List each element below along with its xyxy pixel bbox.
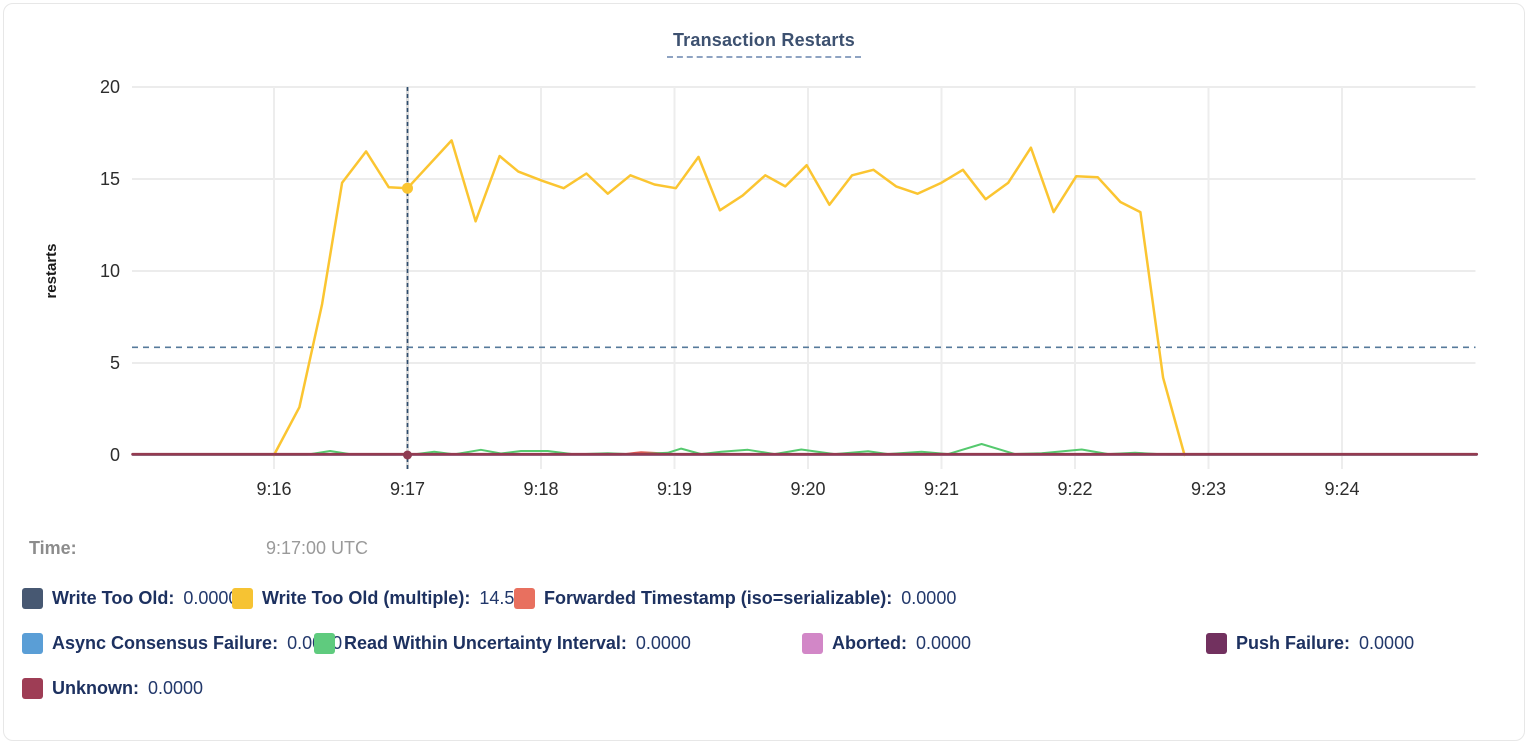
crosshair-marker-write-too-old-multiple- bbox=[402, 182, 413, 194]
x-tick-label: 9:22 bbox=[1057, 479, 1092, 499]
y-tick-label: 10 bbox=[100, 261, 120, 281]
legend-swatch-write-too-old bbox=[22, 588, 43, 609]
legend-item-forwarded-timestamp-iso-serializable-[interactable]: Forwarded Timestamp (iso=serializable): 0… bbox=[514, 588, 956, 609]
legend-row: Async Consensus Failure:0.0000Read Withi… bbox=[4, 633, 1524, 657]
legend-value: 0.0000 bbox=[916, 633, 972, 653]
legend-label: Write Too Old: bbox=[52, 588, 175, 608]
legend-row: Write Too Old: 0.0000 Write Too Old (multi… bbox=[4, 588, 1524, 612]
x-tick-label: 9:20 bbox=[790, 479, 825, 499]
legend-swatch-write-too-old-multiple- bbox=[232, 588, 253, 609]
legend-label: Unknown: bbox=[52, 678, 139, 698]
legend-item-unknown[interactable]: Unknown: 0.0000 bbox=[22, 678, 203, 699]
legend-label: Aborted: bbox=[832, 633, 907, 653]
series-line-write-too-old-multiple- bbox=[272, 139, 1186, 457]
y-tick-label: 20 bbox=[100, 77, 120, 97]
legend-item-push-failure[interactable]: Push Failure: 0.0000 bbox=[1206, 633, 1414, 654]
y-axis-label: restarts bbox=[43, 243, 60, 298]
y-tick-label: 0 bbox=[110, 445, 120, 465]
x-tick-label: 9:24 bbox=[1324, 479, 1359, 499]
x-tick-label: 9:17 bbox=[390, 479, 425, 499]
legend-swatch-unknown bbox=[22, 678, 43, 699]
legend-item-async-consensus-failure[interactable]: Async Consensus Failure:0.0000 bbox=[22, 633, 342, 654]
legend-swatch-read-within-uncertainty-interval bbox=[314, 633, 335, 654]
chart-card: Transaction Restarts 0 5 10 15 20 9:16 9:17 9:1… bbox=[3, 3, 1525, 741]
legend-row: Unknown: 0.0000 bbox=[4, 678, 1524, 702]
y-tick-label: 15 bbox=[100, 169, 120, 189]
legend-label: Push Failure: bbox=[1236, 633, 1351, 653]
legend-swatch-async-consensus-failure bbox=[22, 633, 43, 654]
legend-label: Read Within Uncertainty Interval: bbox=[344, 633, 627, 653]
chart-title-wrap: Transaction Restarts bbox=[4, 30, 1524, 58]
legend-swatch-forwarded-timestamp-iso-serializable- bbox=[514, 588, 535, 609]
hover-time-value: 9:17:00 UTC bbox=[266, 538, 369, 558]
legend-item-write-too-old-multiple-[interactable]: Write Too Old (multiple): 14.5 bbox=[232, 588, 514, 609]
x-tick-label: 9:23 bbox=[1191, 479, 1226, 499]
legend-value: 0.0000 bbox=[1359, 633, 1415, 653]
legend-value: 0.0000 bbox=[183, 588, 239, 608]
legend-label: Async Consensus Failure: bbox=[52, 633, 279, 653]
chart-title[interactable]: Transaction Restarts bbox=[666, 30, 862, 58]
legend-item-read-within-uncertainty-interval[interactable]: Read Within Uncertainty Interval: 0.0000 bbox=[314, 633, 691, 654]
hover-time-row: Time: 9:17:00 UTC bbox=[4, 538, 1524, 564]
legend-value: 0.0000 bbox=[148, 678, 204, 698]
hover-time-label: Time: bbox=[29, 538, 77, 558]
legend-value: 14.5 bbox=[479, 588, 515, 608]
transaction-restarts-chart[interactable]: 0 5 10 15 20 9:16 9:17 9:18 9:19 9:20 9:21 9:22 9:23… bbox=[4, 4, 1524, 524]
x-tick-label: 9:16 bbox=[256, 479, 291, 499]
legend-swatch-aborted bbox=[802, 633, 823, 654]
legend-value: 0.0000 bbox=[635, 633, 691, 653]
legend-swatch-push-failure bbox=[1206, 633, 1227, 654]
x-tick-label: 9:21 bbox=[924, 479, 959, 499]
legend-item-write-too-old[interactable]: Write Too Old: 0.0000 bbox=[22, 588, 238, 609]
x-tick-label: 9:19 bbox=[657, 479, 692, 499]
legend-value: 0.0000 bbox=[901, 588, 957, 608]
y-tick-label: 5 bbox=[110, 353, 120, 373]
legend-label: Forwarded Timestamp (iso=serializable): bbox=[544, 588, 893, 608]
legend-label: Write Too Old (multiple): bbox=[262, 588, 471, 608]
x-tick-label: 9:18 bbox=[523, 479, 558, 499]
legend-item-aborted[interactable]: Aborted: 0.0000 bbox=[802, 633, 971, 654]
crosshair-marker-unknown bbox=[403, 450, 412, 460]
